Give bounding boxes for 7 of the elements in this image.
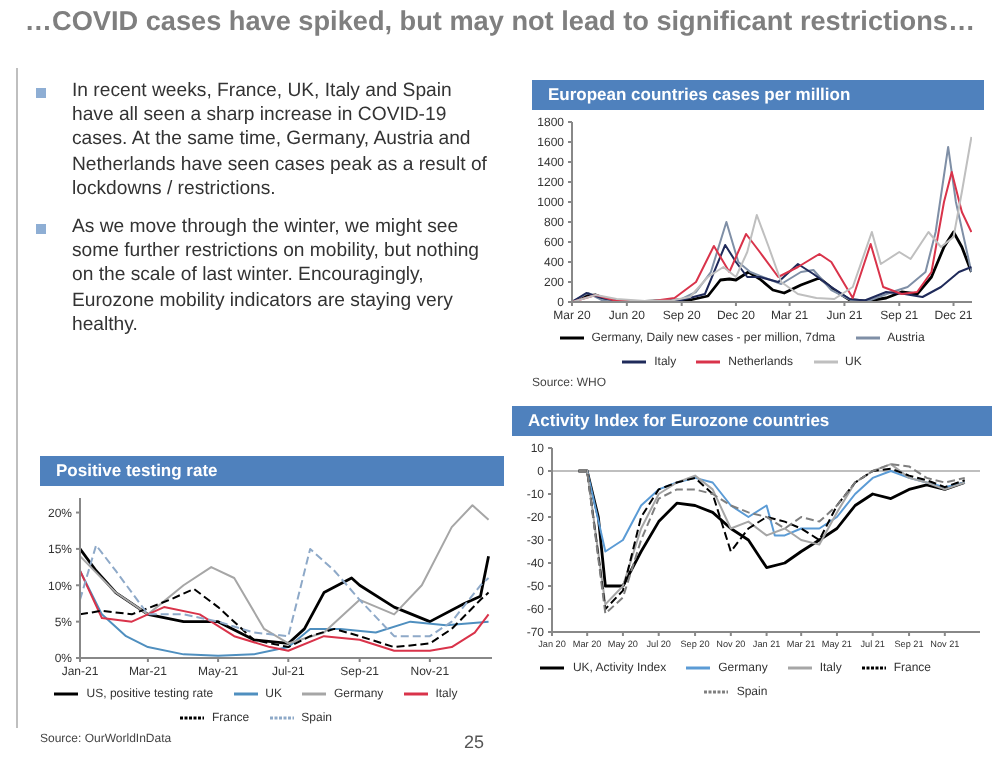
text: As we move through the winter, we might see some further restrictions on mobility, but nothing on the scale of last winter. Encouragingly, Eurozone mobility indicators are staying very healthy. xyxy=(72,216,482,339)
text: In recent weeks, France, UK, Italy and Spain have all seen a sharp increase in COVID-19 cases. At the same time, Germany, Austria and Netherlands have seen cases peak as a result of lockdowns / restrictions. xyxy=(72,80,489,203)
text: …COVID cases have spiked, but may not lead to significant restrictions… xyxy=(22,6,978,36)
chart-title: Activity Index for Eurozone countries xyxy=(512,406,992,436)
text: 25 xyxy=(464,732,485,752)
chart-title: European countries cases per million xyxy=(532,80,984,110)
chart-title: Positive testing rate xyxy=(40,456,504,486)
